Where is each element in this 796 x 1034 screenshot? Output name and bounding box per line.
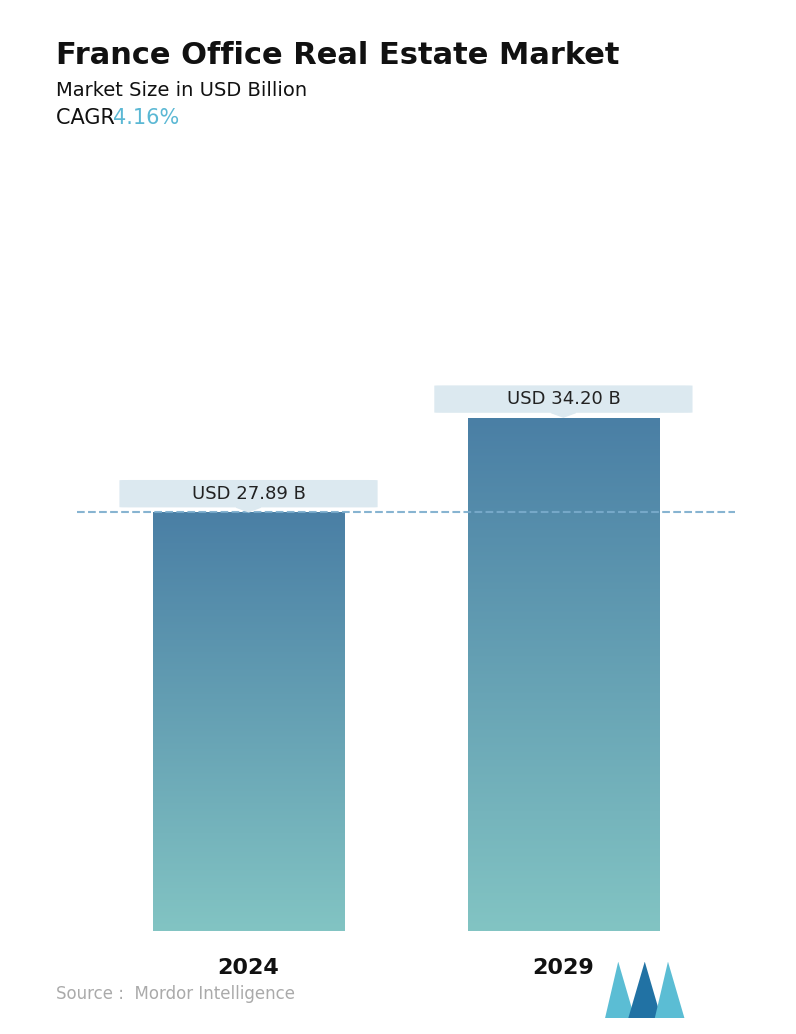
Polygon shape	[551, 413, 576, 417]
Text: 4.16%: 4.16%	[113, 108, 179, 127]
Polygon shape	[628, 962, 661, 1018]
Text: 2024: 2024	[217, 957, 279, 977]
Text: USD 27.89 B: USD 27.89 B	[192, 485, 306, 503]
FancyBboxPatch shape	[435, 386, 693, 413]
Polygon shape	[654, 962, 685, 1018]
Text: CAGR: CAGR	[56, 108, 121, 127]
Text: Market Size in USD Billion: Market Size in USD Billion	[56, 81, 306, 99]
Text: USD 34.20 B: USD 34.20 B	[506, 390, 620, 408]
Polygon shape	[605, 962, 635, 1018]
Text: France Office Real Estate Market: France Office Real Estate Market	[56, 41, 619, 70]
Text: 2029: 2029	[533, 957, 595, 977]
Text: Source :  Mordor Intelligence: Source : Mordor Intelligence	[56, 985, 295, 1003]
Polygon shape	[236, 508, 261, 512]
FancyBboxPatch shape	[119, 480, 377, 508]
